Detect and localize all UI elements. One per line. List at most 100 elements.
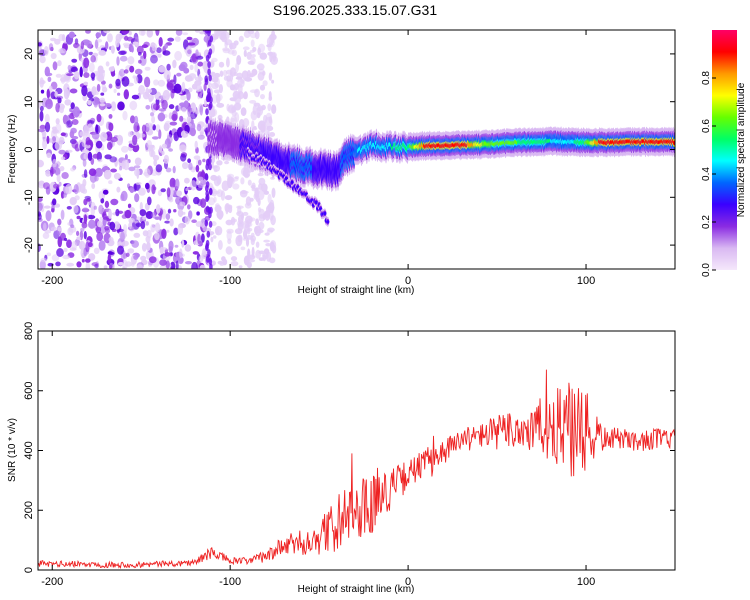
spectrogram-noise-blob [90, 55, 96, 63]
spectrogram-noise-blob [66, 73, 74, 77]
spectrogram-noise-blob [194, 63, 199, 73]
spectrogram-noise-blob [154, 216, 161, 220]
spectrogram-noise-blob [151, 184, 156, 195]
colorbar-tick-label: 0.8 [701, 71, 712, 85]
spectrogram-noise-blob [175, 260, 179, 269]
spectrogram-noise-blob [172, 59, 177, 69]
spectrogram-noise-blob [157, 53, 162, 58]
spectrogram-noise-blob [205, 195, 209, 203]
spectrogram-noise-blob [40, 257, 48, 263]
spectrogram-noise-blob [55, 123, 62, 134]
spectrogram-noise-blob [138, 187, 146, 196]
spectrogram-noise-blob [227, 178, 233, 189]
spectrogram-noise-blob [147, 196, 152, 206]
spectrogram-x-axis-label: Height of straight line (km) [298, 285, 415, 296]
spectrogram-noise-blob [121, 76, 130, 87]
spectrogram-noise-blob [79, 66, 83, 78]
spectrogram-noise-blob [98, 191, 104, 200]
spectrogram-noise-blob [185, 261, 192, 265]
spectrogram-branch-cell [319, 207, 323, 211]
spectrogram-noise-blob [259, 121, 265, 129]
spectrogram-noise-blob [70, 224, 75, 228]
spectrogram-noise-blob [113, 221, 121, 231]
spectrogram-noise-blob [240, 177, 245, 185]
spectrogram-noise-blob [50, 52, 57, 60]
spectrogram-noise-blob [83, 153, 89, 160]
spectrogram-noise-blob [253, 126, 257, 130]
spectrogram-noise-blob [258, 208, 266, 219]
spectrogram-noise-blob [39, 110, 44, 122]
spectrogram-noise-blob [148, 98, 152, 103]
spectrogram-noise-blob [153, 79, 159, 86]
spectrogram-noise-blob [90, 72, 96, 79]
spectrogram-noise-blob [146, 30, 154, 38]
spectrogram-noise-blob [47, 262, 54, 267]
spectrogram-noise-blob [178, 222, 187, 229]
spectrogram-noise-blob [195, 164, 200, 173]
spectrogram-noise-blob [87, 214, 96, 220]
spectrogram-noise-blob [71, 119, 79, 125]
spectrogram-noise-blob [128, 166, 136, 172]
spectrogram-noise-blob [262, 70, 266, 76]
spectrogram-noise-blob [230, 115, 237, 125]
snr-x-tick-label: -100 [219, 576, 241, 588]
spectrogram-noise-blob [96, 47, 102, 52]
spectrogram-noise-blob [151, 115, 156, 124]
spectrogram-noise-blob [138, 85, 146, 95]
spectrogram-noise-blob [164, 43, 169, 49]
spectrogram-noise-blob [236, 55, 242, 65]
spectrogram-noise-blob [179, 257, 184, 263]
spectrogram-noise-blob [191, 103, 196, 114]
spectrogram-y-axis-label: Frequency (Hz) [7, 115, 18, 184]
spectrogram-noise-blob [79, 131, 86, 137]
spectrogram-noise-blob [81, 207, 89, 213]
spectrogram-noise-blob [173, 131, 179, 142]
snr-series-line [38, 369, 675, 570]
spectrogram-noise-blob [169, 121, 178, 126]
spectrogram-noise-blob [238, 265, 243, 269]
spectrogram-noise-blob [166, 80, 175, 90]
spectrogram-noise-blob [91, 77, 95, 81]
spectrogram-noise-blob [103, 265, 108, 269]
spectrogram-noise-blob [168, 104, 175, 110]
spectrogram-noise-blob [39, 105, 44, 112]
spectrogram-noise-blob [123, 159, 130, 171]
snr-marks [38, 369, 675, 570]
colorbar-label: Normalized spectral amplitude [736, 82, 747, 217]
spectrogram-noise-blob [102, 211, 107, 216]
spectrogram-noise-blob [98, 204, 104, 215]
spectrogram-noise-blob [73, 184, 79, 195]
spectrogram-noise-blob [173, 83, 182, 94]
spectrogram-noise-blob [185, 187, 189, 192]
spectrogram-noise-blob [51, 208, 55, 213]
spectrogram-noise-blob [182, 32, 189, 36]
spectrogram-noise-blob [158, 37, 163, 47]
spectrogram-noise-blob [118, 50, 126, 55]
spectrogram-noise-blob [162, 89, 170, 101]
spectrogram-noise-blob [66, 120, 73, 128]
spectrogram-noise-blob [163, 154, 170, 164]
spectrogram-noise-blob [116, 56, 120, 66]
snr-y-ticks: 0 200 400 600 800 [23, 322, 675, 573]
spectrogram-noise-blob [179, 201, 186, 207]
spectrogram-noise-blob [110, 198, 119, 206]
spectrogram-noise-blob [139, 209, 147, 217]
spectrogram-noise-blob [39, 55, 46, 64]
spectrogram-noise-blob [45, 169, 51, 177]
spectrogram-noise-blob [68, 31, 75, 39]
spectrogram-noise-blob [179, 248, 183, 259]
spectrogram-noise-blob [83, 231, 87, 240]
spectrogram-noise-blob [204, 98, 207, 107]
spectrogram-noise-blob [228, 206, 233, 214]
spectrogram-noise-blob [267, 193, 272, 204]
spectrogram-noise-blob [145, 221, 149, 226]
spectrogram-noise-blob [107, 33, 113, 43]
spectrogram-noise-blob [98, 240, 106, 251]
spectrogram-noise-blob [73, 205, 79, 214]
spectrogram-noise-blob [134, 115, 139, 126]
spectrogram-noise-blob [240, 107, 247, 116]
spectrogram-noise-blob [205, 243, 209, 250]
spectrogram-noise-blob [60, 209, 65, 220]
spectrogram-noise-blob [210, 174, 218, 181]
